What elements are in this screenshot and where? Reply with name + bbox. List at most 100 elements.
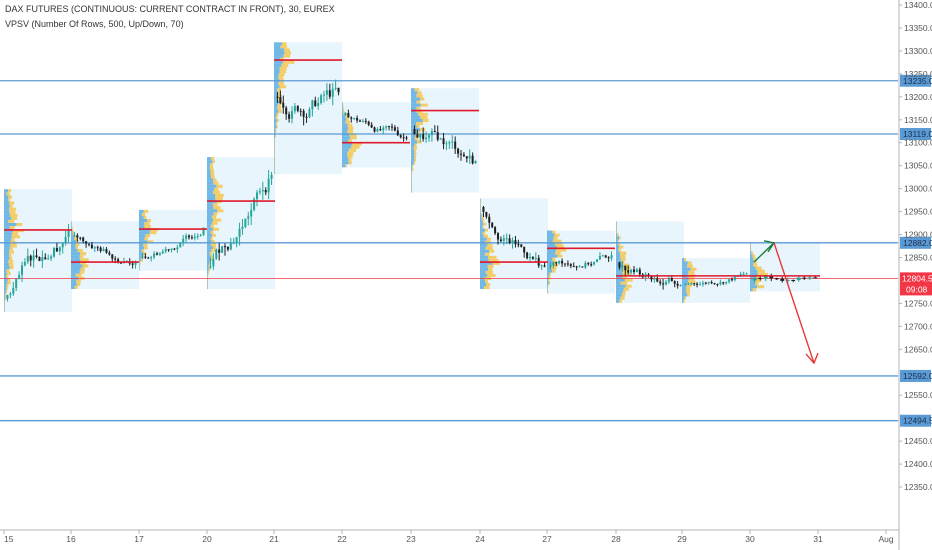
profile-bar-down [755,282,759,286]
candle-body [244,218,247,227]
profile-bar-down [413,146,418,150]
profile-bar-down [750,242,751,246]
horizontal-levels [0,80,898,422]
profile-bar-down [687,261,692,265]
price-tick-label: 13100.0 [904,138,932,148]
profile-bar-up [207,218,213,222]
profile-bar-down [551,263,558,267]
profile-bar-up [616,281,621,285]
profile-bar-down [555,242,563,246]
profile-bar-down [352,142,362,146]
profile-bar-up [342,105,343,109]
profile-bar-up [342,161,349,165]
profile-bar-down [622,275,627,279]
candle-body [722,282,725,284]
profile-bar-down [141,249,145,253]
candle-body [105,249,108,253]
profile-bar-down [623,263,630,267]
profile-bar-up [411,103,421,107]
profile-bar-down [688,270,695,275]
candle-body [150,257,153,259]
candle-body [468,155,471,159]
profile-bar-down [212,227,220,231]
profile-bar-down [5,290,8,294]
candle-body [393,127,396,131]
last-price-label-bg [900,272,932,296]
profile-bar-up [71,270,80,274]
candle-body [482,207,485,212]
profile-bar-up [411,183,412,187]
profile-bar-up [207,187,215,191]
candle-body [604,255,607,258]
profile-bar-up [411,122,417,126]
profile-bar-up [71,282,77,286]
level-label: 13119.0 [903,129,932,139]
profile-bar-up [4,195,9,199]
profile-bar-down [621,293,626,297]
profile-bar-down [347,126,354,131]
candle-body [710,282,713,284]
level-label-bg [900,369,931,382]
time-axis: 15 16 17 20 21 22 23 24 27 28 29 30 31 Aug [0,529,899,544]
profile-bar-down [145,234,151,238]
candle-body [650,275,653,280]
profile-bar-up [274,112,277,116]
candle-body [508,238,511,243]
profile-bar-down [686,283,693,287]
profile-bar-down [209,252,212,256]
profile-bar-up [480,255,488,259]
candle-body [358,120,362,122]
profile-bar-up [4,189,9,193]
candle-body [578,266,581,268]
profile-bar-up [547,242,556,246]
profile-bar-down [480,204,481,208]
candle-body [791,279,796,281]
profile-bar-up [480,279,486,284]
profile-bar-down [207,273,209,277]
profile-bar-up [4,281,8,285]
candle-body [67,229,70,237]
profile-bar-up [274,76,279,80]
profile-bar-down [486,283,491,287]
profile-bar-up [411,180,412,184]
candle-body [807,277,812,279]
profile-bar-down [416,100,421,104]
profile-bar-down [7,278,11,282]
profile-bar-down [414,149,417,153]
profile-bar-up [4,235,12,239]
candle-body [218,249,221,253]
candle-body [317,103,320,106]
profile-bar-up [4,216,12,220]
profile-bar-down [75,242,80,246]
profile-bar-up [274,85,280,89]
profile-bar-up [207,227,213,231]
profile-bar-up [71,227,72,231]
profile-bar-up [207,193,215,197]
profile-bar-down [414,143,417,147]
candle-body [376,129,379,132]
profile-bar-down [274,152,275,156]
candle-body [752,278,757,281]
profile-bar-down [616,227,617,231]
profile-bar-up [207,212,214,216]
profile-bar-up [547,245,557,249]
profile-bar-down [208,270,210,274]
candle-body [563,263,567,265]
profile-bar-up [207,169,211,173]
profile-bar-down [414,155,416,159]
profile-bar-up [139,215,144,220]
indicator-label: VPSV (Number Of Rows, 500, Up/Down, 70) [5,19,184,29]
profile-bar-up [616,242,618,246]
profile-bar-down [420,128,426,132]
candle-body [719,282,722,285]
candle-body [187,235,191,238]
profile-bar-up [547,257,553,261]
candle-body [584,263,587,268]
profile-bar-up [547,278,549,282]
profile-bar-up [207,273,208,277]
profile-bar-up [480,252,485,256]
candle-body [253,199,256,210]
candle-body [739,273,742,276]
profile-bar-up [547,284,548,288]
